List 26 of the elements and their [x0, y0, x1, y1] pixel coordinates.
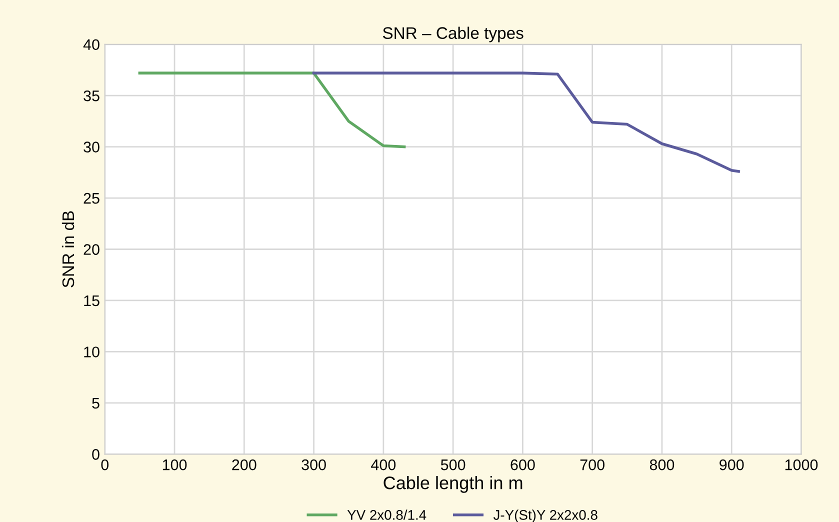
chart-title: SNR – Cable types [382, 26, 524, 42]
y-tick-label: 20 [84, 244, 100, 255]
y-tick-label: 5 [92, 398, 100, 409]
y-axis-title: SNR in dB [62, 211, 74, 288]
x-tick-label: 400 [371, 459, 396, 470]
x-tick-label: 700 [580, 459, 604, 470]
x-tick-label: 300 [302, 459, 326, 470]
x-tick-label: 500 [440, 459, 466, 470]
x-tick-label: 600 [510, 459, 535, 470]
line-series [138, 72, 406, 148]
x-tick-label: 1000 [785, 459, 818, 470]
y-tick-label: 40 [83, 39, 100, 50]
x-axis-title: Cable length in m [384, 476, 522, 493]
line-series [312, 72, 740, 173]
y-tick-label: 0 [92, 449, 100, 460]
x-tick-label: 0 [101, 459, 109, 470]
y-tick-label: 30 [84, 142, 100, 152]
y-tick-label: 10 [84, 346, 100, 358]
x-tick-label: 800 [650, 459, 674, 470]
y-tick-label: 25 [84, 192, 100, 204]
y-tick-label: 35 [84, 90, 100, 102]
legend-label: YV 2x0.8/1.4 [347, 510, 426, 520]
y-tick-label: 15 [84, 296, 100, 306]
x-tick-label: 900 [720, 459, 744, 470]
x-tick-label: 100 [162, 459, 187, 470]
x-tick-label: 200 [232, 459, 256, 470]
